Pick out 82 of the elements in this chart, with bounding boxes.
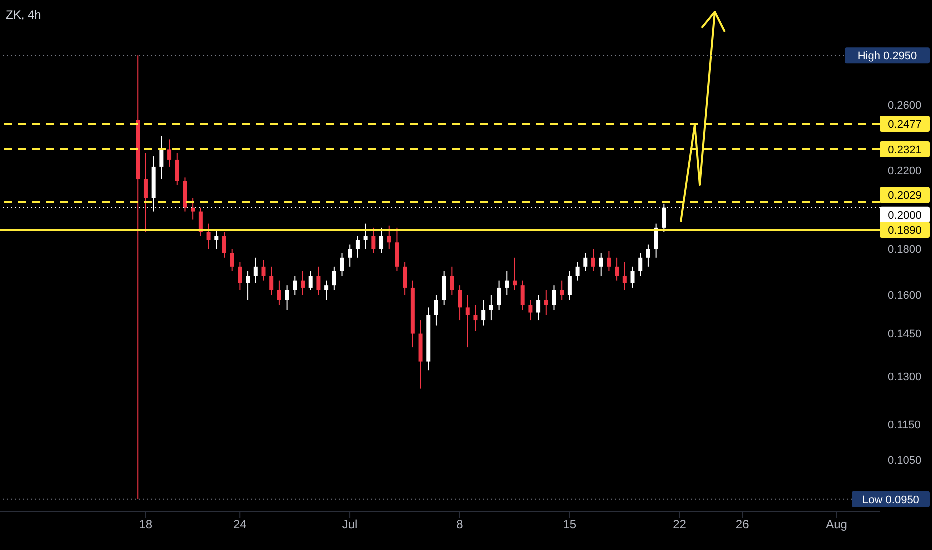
ref-line-label: Low 0.0950: [862, 494, 920, 506]
candlestick: [262, 260, 266, 282]
y-tick-label: 0.1150: [888, 420, 921, 432]
x-tick-label: 26: [736, 518, 750, 532]
y-tick-label: 0.2600: [888, 100, 922, 112]
candlestick: [285, 285, 290, 311]
ref-line-label: 0.2477: [888, 119, 922, 132]
candlestick: [592, 248, 596, 272]
candlestick: [254, 257, 258, 284]
candlestick: [489, 294, 494, 322]
candlestick: [482, 300, 486, 326]
candlestick: [301, 271, 306, 296]
candlestick: [222, 232, 226, 258]
candlestick: [466, 294, 470, 348]
y-tick-label: 0.1050: [888, 455, 922, 468]
candlestick: [175, 152, 180, 186]
candlestick: [568, 271, 572, 301]
candlestick: [552, 285, 556, 311]
y-tick-label: 0.1300: [888, 371, 922, 384]
candlestick: [387, 225, 392, 250]
ref-line-label: 0.2029: [888, 190, 922, 202]
candlestick: [576, 262, 580, 282]
y-tick-label: 0.1450: [888, 328, 922, 341]
text: ZK, 4h: [6, 8, 42, 22]
candlestick: [615, 257, 620, 282]
candlestick: [584, 252, 588, 272]
x-tick-label: Jul: [342, 518, 358, 532]
candlestick: [277, 280, 282, 306]
candlestick: [544, 290, 548, 316]
candlestick: [191, 198, 196, 220]
candlestick: [340, 252, 344, 277]
y-tick-label: 0.2200: [888, 165, 922, 178]
x-tick-label: 22: [673, 518, 687, 532]
candlestick: [520, 280, 525, 311]
candlestick: [230, 248, 234, 272]
candlestick: [324, 280, 329, 301]
y-tick-label: 0.1800: [888, 244, 922, 256]
x-tick-label: Aug: [826, 518, 848, 532]
candlestick: [646, 244, 650, 268]
candlestick: [380, 227, 384, 254]
y-tick-label: 0.1600: [888, 290, 922, 302]
x-tick-label: 8: [456, 518, 464, 532]
candlestick: [246, 271, 250, 301]
candlestick: [348, 244, 352, 268]
candlestick: [206, 223, 211, 250]
ref-line-label: 0.2000: [888, 210, 922, 222]
candlestick: [599, 252, 604, 277]
x-tick-label: 24: [233, 518, 248, 532]
candlestick: [654, 223, 658, 258]
candlestick: [364, 223, 368, 250]
candlestick: [434, 294, 438, 326]
candlestick: [474, 304, 478, 332]
ref-line-label: 0.1890: [888, 225, 922, 237]
ref-line-label: 0.2321: [888, 144, 922, 157]
candlestick: [505, 271, 510, 296]
candlestick: [168, 139, 172, 168]
candlestick: [403, 262, 408, 296]
candlestick: [607, 250, 612, 272]
ref-line-label: High 0.2950: [858, 50, 918, 63]
candlestick: [214, 230, 219, 250]
candlestick: [238, 262, 242, 291]
candlestick: [316, 266, 321, 296]
candlestick: [356, 236, 360, 258]
candlestick: [560, 280, 564, 301]
candlestick: [458, 285, 462, 322]
candlestick: [308, 271, 313, 291]
candlestick: [622, 262, 627, 291]
x-tick-label: 18: [139, 518, 153, 532]
candlestick: [536, 294, 541, 322]
candlestick: [630, 266, 635, 288]
x-tick-label: 15: [563, 518, 577, 532]
candlestick: [144, 152, 148, 233]
candlestick: [293, 276, 298, 296]
candlestick: [450, 266, 454, 296]
candlestick: [512, 257, 517, 291]
candlestick: [497, 280, 502, 311]
candlestick: [160, 136, 164, 180]
candlestick: [270, 266, 274, 296]
candlestick: [372, 227, 376, 254]
candlestick: [332, 266, 336, 291]
candlestick: [528, 300, 533, 322]
candlestick: [638, 252, 643, 277]
